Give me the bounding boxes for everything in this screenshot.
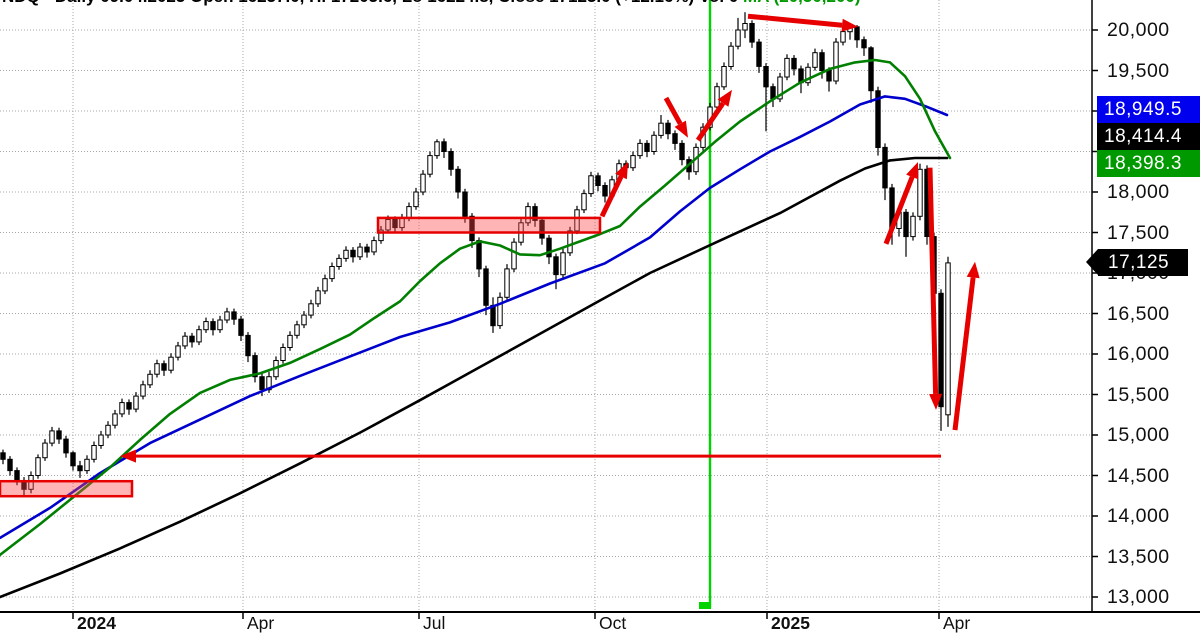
last-price-tag: 17,125 bbox=[1086, 249, 1188, 276]
chart-title: NDQ - Daily 09.04.2025 Open 16257.0, Hi … bbox=[2, 0, 861, 7]
ma-value-tag-green: 18,398.3 bbox=[1097, 150, 1200, 177]
chart-title-ma-legend: MA (20,50,200) bbox=[743, 0, 860, 6]
ma-value-tag-black: 18,414.4 bbox=[1097, 123, 1200, 150]
ma-value-tag-blue: 18,949.5 bbox=[1097, 96, 1200, 123]
chart-title-ohlc: NDQ - Daily 09.04.2025 Open 16257.0, Hi … bbox=[2, 0, 738, 6]
